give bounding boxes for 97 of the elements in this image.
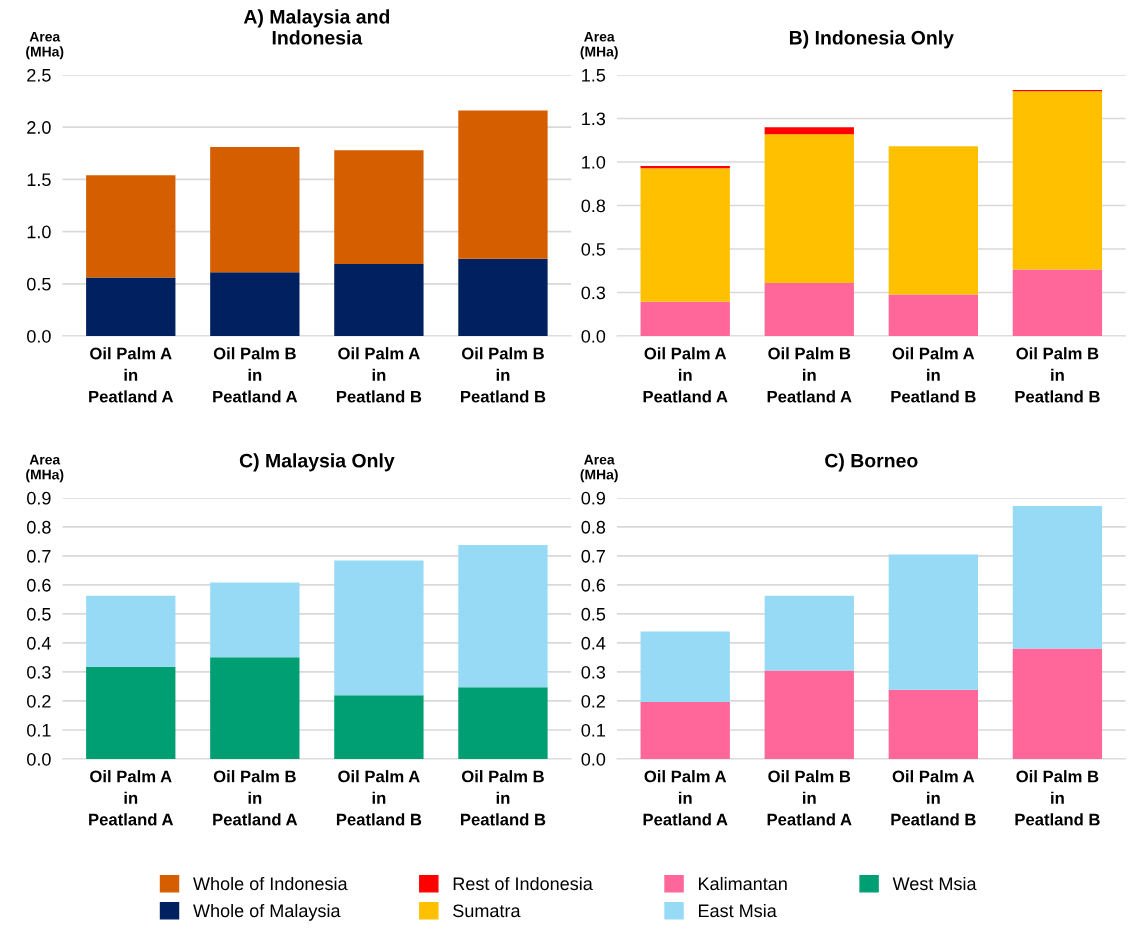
y-tick-label: 0.7 <box>581 549 605 563</box>
y-tick-label: 0.1 <box>581 723 605 737</box>
y-tick-label: 0.8 <box>27 520 51 534</box>
legend-label: East Msia <box>698 903 777 918</box>
legend-label: Sumatra <box>453 904 521 918</box>
y-tick-label: 0.2 <box>27 694 51 708</box>
legend-label: Whole of Malaysia <box>193 903 341 921</box>
y-tick-label: 0.9 <box>27 491 51 505</box>
x-tick-label: Oil Palm A in Peatland B <box>336 770 422 826</box>
y-tick-label: 0.0 <box>27 329 51 343</box>
bar <box>458 687 548 759</box>
y-tick-label: 0.0 <box>581 329 606 343</box>
y-tick-label: 2.0 <box>27 121 51 134</box>
bar <box>1012 269 1103 337</box>
bar <box>86 175 176 278</box>
bar <box>888 554 978 690</box>
bar <box>764 670 854 759</box>
bar <box>334 695 424 759</box>
bar <box>210 272 300 337</box>
y-tick-label: 0.3 <box>581 286 606 300</box>
bar <box>764 595 854 671</box>
x-tick-label: Oil Palm B in Peatland B <box>1015 770 1100 826</box>
y-tick-label: 0.5 <box>27 277 51 291</box>
legend-label: Whole of Indonesia <box>193 876 348 891</box>
bar <box>888 294 978 337</box>
bar <box>458 110 548 259</box>
chart-title: B) Indonesia Only <box>789 30 954 49</box>
y-tick-label: 2.5 <box>27 68 51 82</box>
y-tick-label: 0.3 <box>27 665 51 679</box>
y-tick-label: 1.0 <box>27 225 51 239</box>
legend-label: Kalimantan <box>698 876 787 891</box>
x-tick-label: Oil Palm A in Peatland B <box>891 347 976 403</box>
y-axis-title: Area (MHa) <box>580 454 618 483</box>
bar <box>888 689 978 759</box>
y-axis-title: Area (MHa) <box>26 454 64 483</box>
bar <box>764 282 854 337</box>
y-tick-label: 0.5 <box>581 607 606 621</box>
x-tick-label: Oil Palm B in Peatland B <box>461 770 546 826</box>
x-tick-label: Oil Palm A in Peatland A <box>643 770 728 826</box>
y-axis-title: Area (MHa) <box>580 31 618 60</box>
bar <box>640 702 730 759</box>
x-tick-label: Oil Palm A in Peatland B <box>336 347 422 403</box>
bar <box>334 560 424 696</box>
x-tick-label: Oil Palm A in Peatland A <box>89 347 174 403</box>
y-tick-label: 0.7 <box>27 549 51 563</box>
y-tick-label: 0.8 <box>581 199 606 213</box>
legend-label: West Msia <box>892 876 977 891</box>
y-tick-label: 0.8 <box>581 520 606 534</box>
y-tick-label: 0.4 <box>581 636 606 650</box>
bar <box>210 582 300 658</box>
bar <box>640 631 730 703</box>
bar <box>764 127 854 135</box>
legend-label: Rest of Indonesia <box>453 876 593 891</box>
y-axis-title: Area (MHa) <box>26 31 64 60</box>
bar <box>86 595 176 667</box>
y-tick-label: 0.0 <box>581 752 606 766</box>
bar <box>640 168 730 302</box>
x-tick-label: Oil Palm B in Peatland A <box>213 770 298 826</box>
bar <box>1012 648 1103 759</box>
bar <box>1012 506 1103 649</box>
bar <box>334 150 424 264</box>
x-tick-label: Oil Palm B in Peatland A <box>767 770 852 826</box>
bar <box>1012 91 1103 270</box>
bar <box>888 146 978 295</box>
bar <box>210 657 300 759</box>
x-tick-label: Oil Palm B in Peatland B <box>461 347 546 403</box>
x-tick-label: Oil Palm A in Peatland B <box>891 770 976 826</box>
x-tick-label: Oil Palm B in Peatland A <box>767 347 852 403</box>
x-tick-label: Oil Palm A in Peatland A <box>89 770 174 826</box>
y-tick-label: 0.9 <box>581 491 606 505</box>
bar <box>86 666 176 759</box>
chart-title: C) Malaysia Only <box>239 453 395 472</box>
y-tick-label: 0.4 <box>27 636 51 650</box>
bar <box>86 277 176 337</box>
y-tick-label: 0.6 <box>27 578 51 592</box>
bar <box>210 147 300 273</box>
y-tick-label: 0.2 <box>581 694 605 708</box>
y-tick-label: 1.5 <box>582 69 606 82</box>
y-tick-label: 0.0 <box>27 752 51 766</box>
bar <box>458 258 548 337</box>
bar <box>458 544 548 688</box>
chart-title: A) Malaysia and Indonesia <box>243 9 390 45</box>
y-tick-label: 1.5 <box>27 173 51 187</box>
chart-title: C) Borneo <box>825 453 918 472</box>
x-tick-label: Oil Palm A in Peatland A <box>643 347 728 403</box>
y-tick-label: 1.0 <box>582 155 606 169</box>
y-tick-label: 0.5 <box>581 242 606 256</box>
y-tick-label: 0.1 <box>27 723 51 737</box>
y-tick-label: 0.6 <box>581 578 606 592</box>
y-tick-label: 0.3 <box>581 665 606 679</box>
x-tick-label: Oil Palm B in Peatland B <box>1015 347 1100 403</box>
bar <box>640 301 730 337</box>
y-tick-label: 1.3 <box>582 112 606 126</box>
bar <box>334 263 424 337</box>
x-tick-label: Oil Palm B in Peatland A <box>213 347 298 403</box>
y-tick-label: 0.5 <box>27 607 51 621</box>
bar <box>764 134 854 283</box>
